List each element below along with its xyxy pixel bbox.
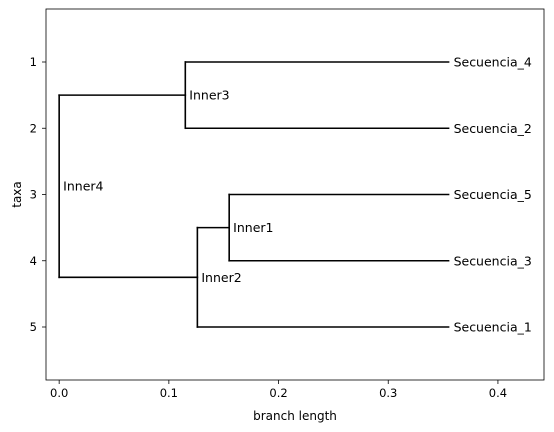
y-tick-label: 5 xyxy=(30,320,37,334)
inner-node-label: Inner1 xyxy=(233,220,273,235)
x-tick-label: 0.3 xyxy=(379,386,397,400)
node-labels: Secuencia_4 Secuencia_2 Secuencia_5 Secuenc… xyxy=(63,55,532,335)
y-axis-label: taxa xyxy=(10,181,24,208)
y-tick-label: 4 xyxy=(30,254,37,268)
inner-node-label: Inner3 xyxy=(189,88,229,103)
tree-branches xyxy=(58,61,450,328)
inner-node-label: Inner2 xyxy=(201,270,241,285)
y-tick-label: 1 xyxy=(30,55,37,69)
x-axis-ticks: 0.0 0.1 0.2 0.3 0.4 xyxy=(50,380,507,400)
leaf-label: Secuencia_2 xyxy=(454,121,532,136)
leaf-label: Secuencia_5 xyxy=(454,187,532,202)
y-tick-label: 2 xyxy=(30,121,37,135)
inner-node-label: Inner4 xyxy=(63,179,103,194)
y-tick-label: 3 xyxy=(30,188,37,202)
x-axis-label: branch length xyxy=(253,409,337,423)
x-tick-label: 0.1 xyxy=(160,386,178,400)
x-tick-label: 0.0 xyxy=(50,386,68,400)
y-axis-ticks: 1 2 3 4 5 xyxy=(30,55,46,334)
x-tick-label: 0.2 xyxy=(269,386,287,400)
x-tick-label: 0.4 xyxy=(489,386,507,400)
leaf-label: Secuencia_1 xyxy=(454,320,532,335)
leaf-label: Secuencia_4 xyxy=(454,55,532,70)
leaf-label: Secuencia_3 xyxy=(454,253,532,268)
